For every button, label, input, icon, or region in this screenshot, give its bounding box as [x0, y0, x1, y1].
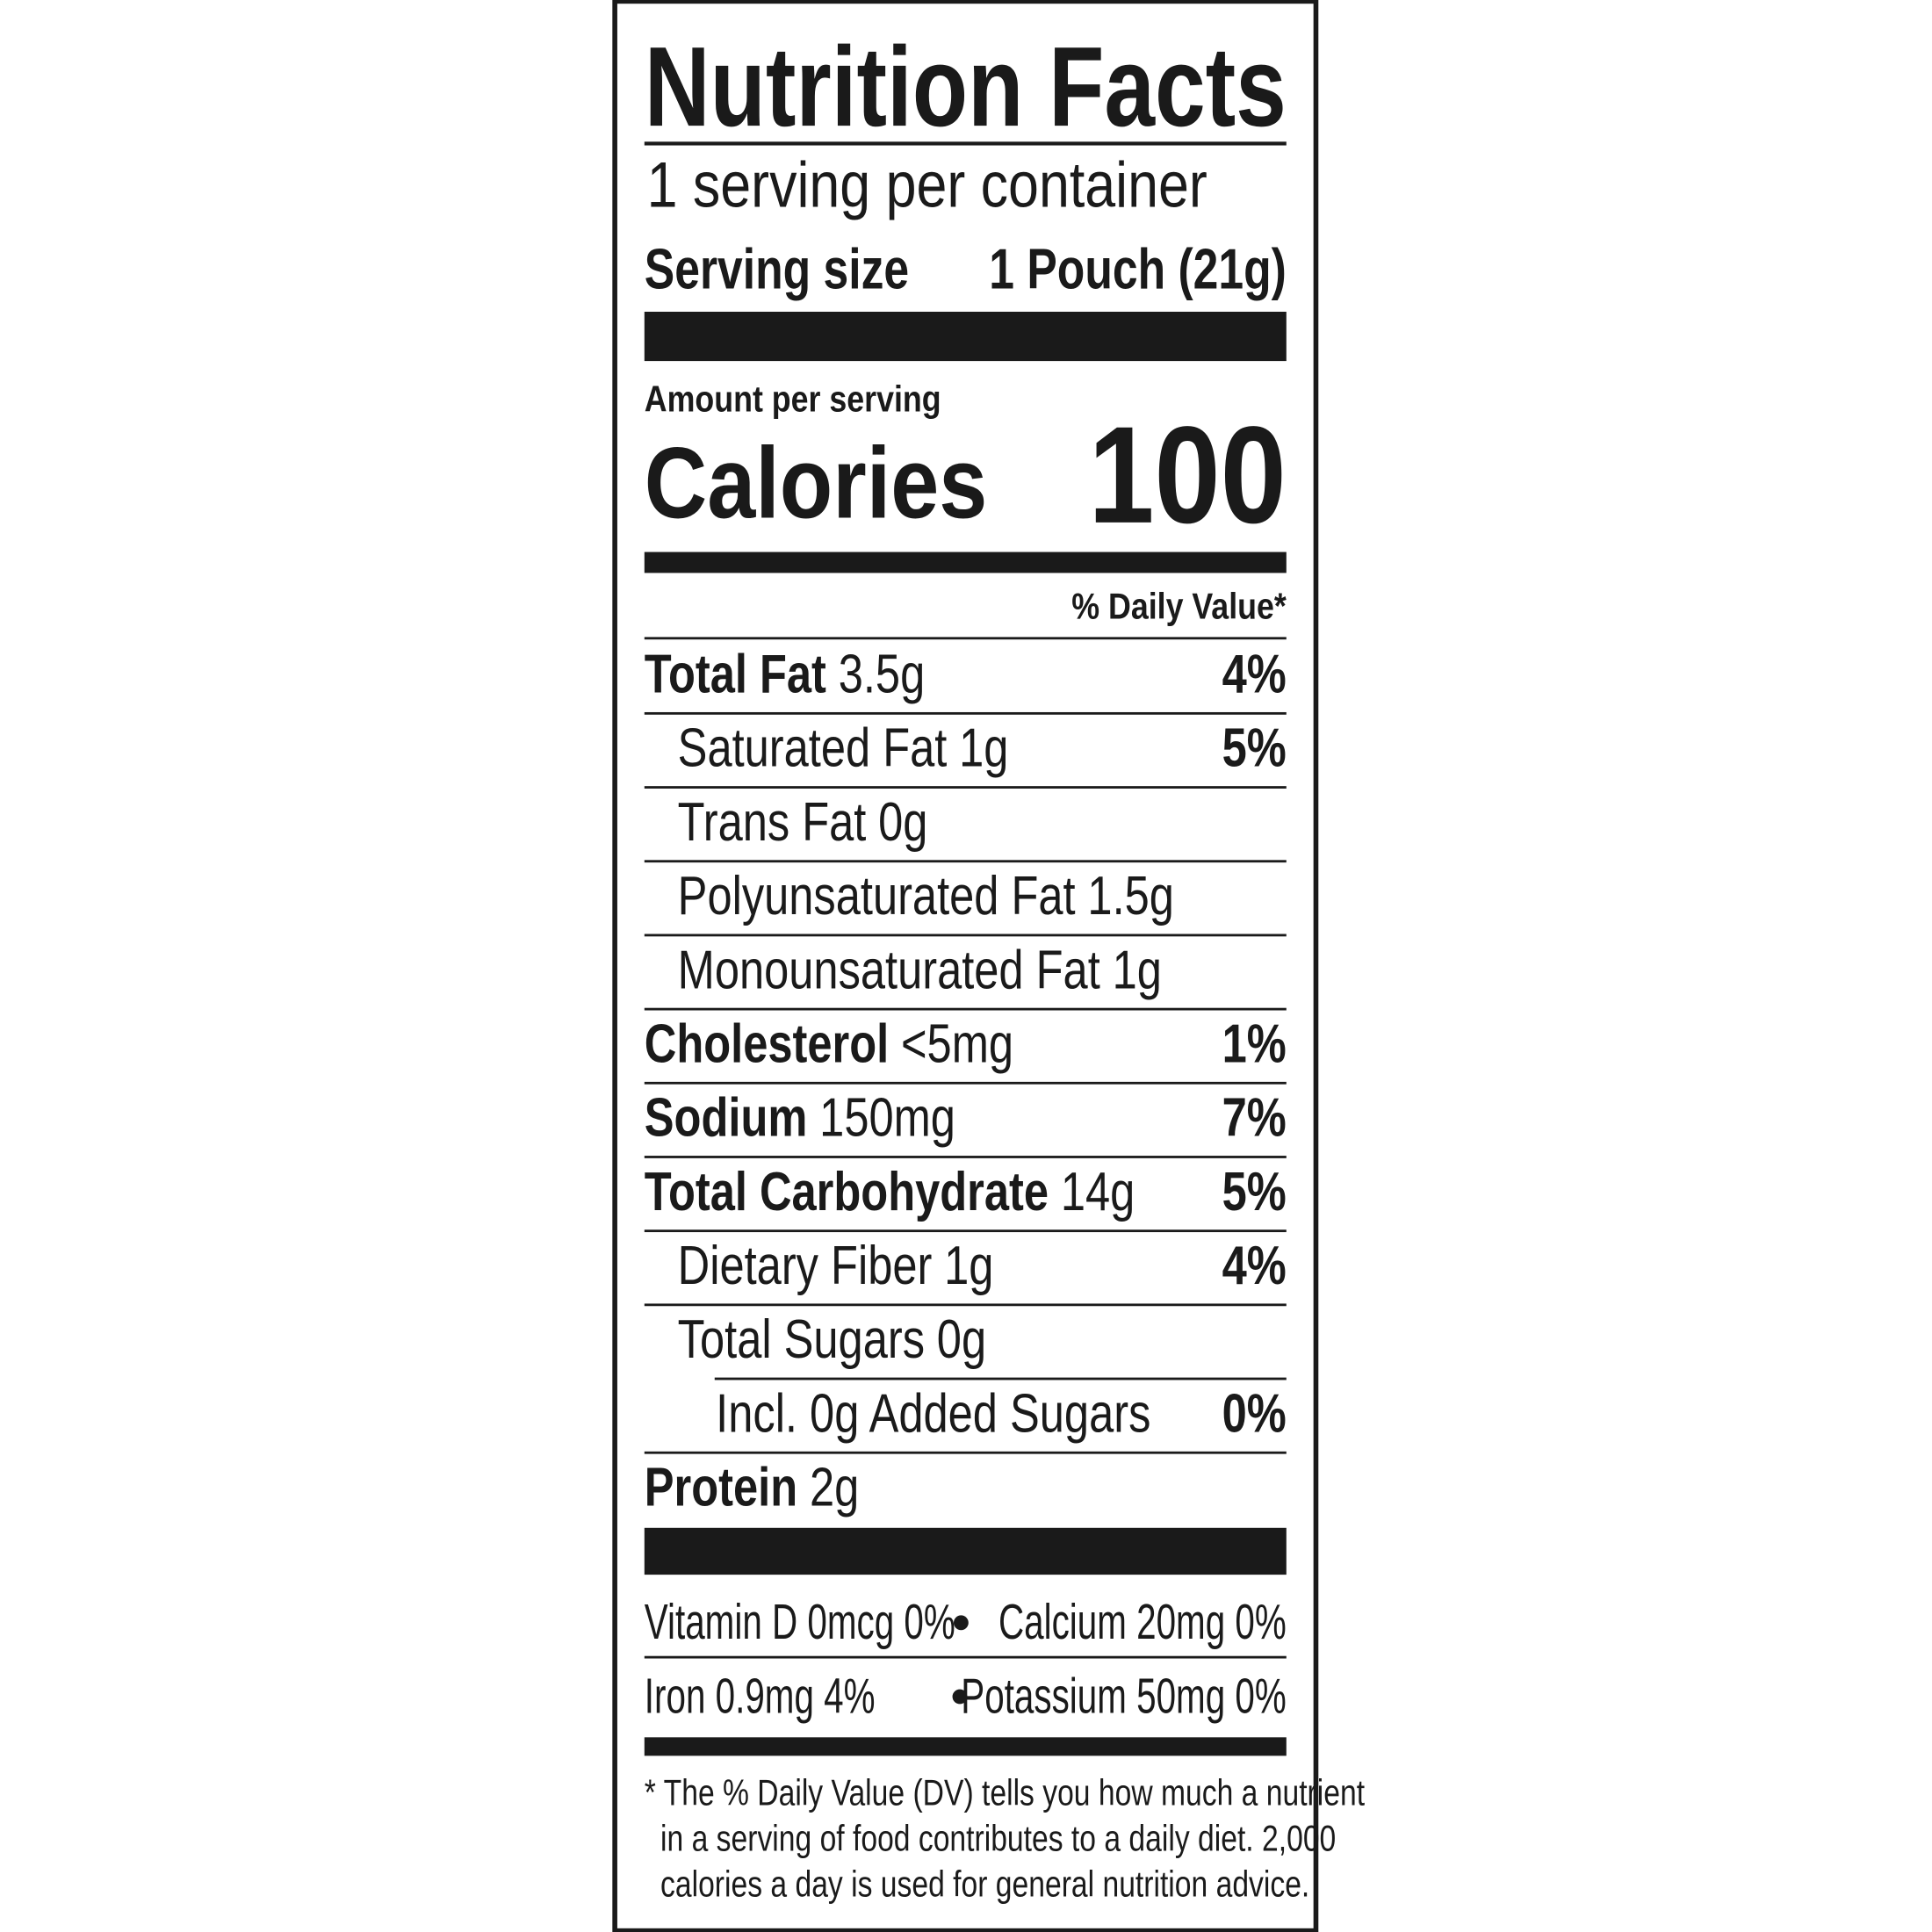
- nutrient-row: Dietary Fiber 1g: [678, 1235, 994, 1295]
- nutrient-row: Monounsaturated Fat 1g: [678, 939, 1162, 999]
- calories-label: Calories: [645, 426, 987, 539]
- nutrient-name: Monounsaturated Fat: [678, 939, 1100, 999]
- nutrient-amount: 1g: [959, 717, 1008, 778]
- thick-bar: [644, 1527, 1287, 1575]
- nutrient-amount: 2g: [810, 1457, 859, 1517]
- calories-value: 100: [1088, 398, 1286, 552]
- nutrient-row: Saturated Fat 1g: [678, 717, 1009, 778]
- rule: [644, 1451, 1287, 1454]
- nutrient-name: Polyunsaturated Fat: [678, 865, 1076, 926]
- rule: [644, 1156, 1287, 1158]
- vitamin: Calcium 20mg 0%: [998, 1596, 1287, 1650]
- nutrient-row: Total Carbohydrate 14g: [645, 1161, 1135, 1222]
- rule: [644, 1229, 1287, 1233]
- footnote: * The % Daily Value (DV) tells you how m…: [645, 1773, 1366, 1813]
- nutrient-amount: 1g: [944, 1235, 993, 1295]
- nutrient-row: Polyunsaturated Fat 1.5g: [678, 865, 1174, 926]
- rule: [714, 1377, 1287, 1381]
- nutrient-row: Cholesterol <5mg: [645, 1013, 1013, 1074]
- rule: [644, 1655, 1287, 1659]
- rule: [644, 934, 1287, 937]
- nutrient-amount: 3.5g: [839, 644, 925, 704]
- nutrient-name: Total Carbohydrate: [645, 1161, 1049, 1222]
- daily-value: 1%: [1222, 1013, 1287, 1074]
- rule: [644, 860, 1287, 863]
- vitamin: Iron 0.9mg 4%: [645, 1669, 876, 1724]
- serving-size-label: Serving size: [645, 238, 909, 301]
- servings: 1 serving per container: [647, 149, 1208, 220]
- daily-value: 4%: [1222, 1235, 1287, 1295]
- bullet: [953, 1615, 969, 1631]
- rule: [644, 637, 1287, 640]
- amount-per-serving: Amount per serving: [645, 379, 941, 420]
- rule: [644, 1081, 1287, 1085]
- daily-value: 4%: [1222, 644, 1287, 704]
- daily-value: 7%: [1222, 1087, 1287, 1148]
- dv-header: % Daily Value*: [1071, 587, 1287, 627]
- vitamin: Vitamin D 0mcg 0%: [645, 1596, 955, 1650]
- nutrient-amount: <5mg: [901, 1013, 1013, 1074]
- rule: [644, 1303, 1287, 1307]
- daily-value: 5%: [1222, 717, 1287, 778]
- nutrient-row: Trans Fat 0g: [678, 791, 928, 852]
- daily-value: 0%: [1222, 1383, 1287, 1444]
- nutrient-row: Sodium 150mg: [645, 1087, 955, 1148]
- medium-bar: [644, 551, 1287, 573]
- footnote: in a serving of food contributes to a da…: [660, 1819, 1336, 1859]
- border: [612, 0, 1319, 1932]
- nutrient-name: Trans Fat: [678, 791, 867, 852]
- daily-value: 5%: [1222, 1161, 1287, 1222]
- rule: [644, 786, 1287, 789]
- nutrient-name: Cholesterol: [645, 1013, 889, 1074]
- thick-bar: [644, 311, 1287, 362]
- nutrient-amount: 0g: [878, 791, 927, 852]
- nutrient-amount: 14g: [1061, 1161, 1135, 1222]
- nutrient-row: Total Fat 3.5g: [645, 644, 925, 704]
- title: Nutrition Facts: [645, 24, 1287, 150]
- nutrient-name: Dietary Fiber: [678, 1235, 933, 1295]
- nutrient-name: Total Sugars: [678, 1308, 925, 1369]
- nutrient-name: Total Fat: [645, 644, 826, 704]
- nutrient-row: Total Sugars 0g: [678, 1308, 986, 1369]
- nutrient-name: Saturated Fat: [678, 717, 948, 778]
- rule: [644, 711, 1287, 715]
- bullet: [952, 1689, 968, 1705]
- medium-bar: [644, 1737, 1287, 1756]
- serving-size-value: 1 Pouch (21g): [989, 238, 1287, 301]
- nutrient-amount: 1.5g: [1087, 865, 1173, 926]
- nutrient-row: Incl. 0g Added Sugars: [716, 1383, 1150, 1444]
- nutrient-amount: 0g: [937, 1308, 986, 1369]
- vitamin: Potassium 50mg 0%: [961, 1669, 1287, 1724]
- rule: [644, 141, 1287, 146]
- nutrient-row: Protein 2g: [645, 1457, 859, 1517]
- footnote: calories a day is used for general nutri…: [660, 1864, 1309, 1905]
- nutrient-name: Protein: [645, 1457, 797, 1517]
- nutrient-name: Incl. 0g Added Sugars: [716, 1383, 1150, 1444]
- nutrient-name: Sodium: [645, 1087, 808, 1148]
- rule: [644, 1007, 1287, 1011]
- nutrient-amount: 1g: [1113, 939, 1162, 999]
- nutrient-amount: 150mg: [819, 1087, 955, 1148]
